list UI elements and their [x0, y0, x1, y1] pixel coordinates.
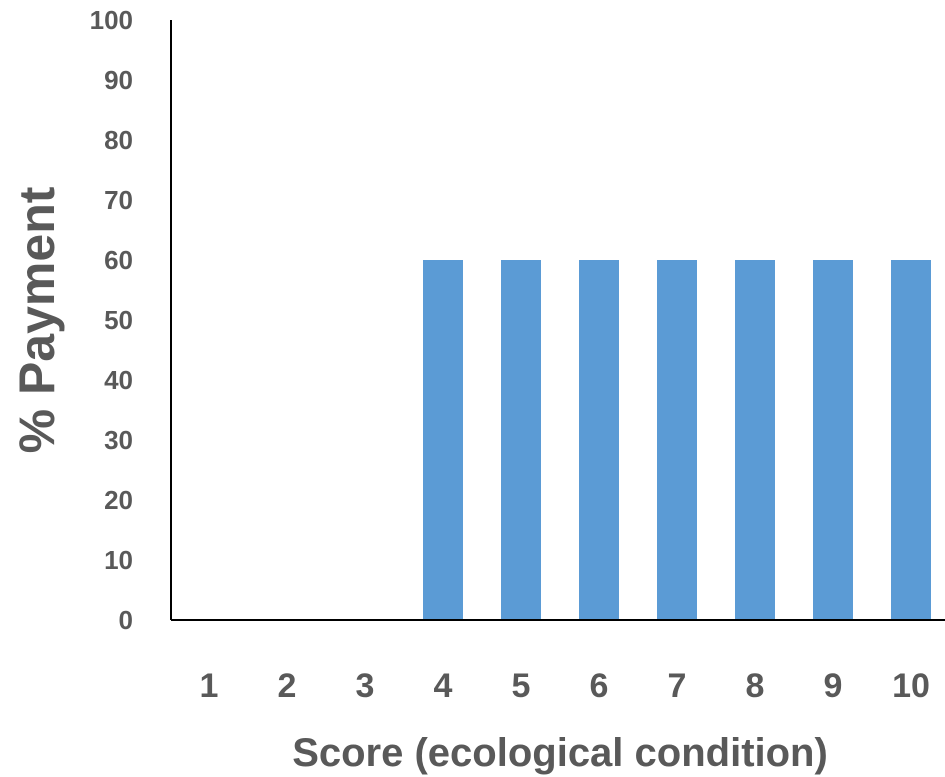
- x-tick-label: 5: [512, 667, 531, 705]
- y-tick-labels: 0 10 20 30 40 50 60 70 80 90 100: [90, 5, 133, 635]
- y-tick-label: 90: [104, 65, 133, 95]
- x-tick-label: 4: [434, 667, 453, 705]
- y-tick-label: 60: [104, 245, 133, 275]
- bars-group: [423, 260, 931, 620]
- x-tick-label: 2: [278, 667, 297, 705]
- x-tick-label: 7: [668, 667, 687, 705]
- y-tick-label: 100: [90, 5, 133, 35]
- x-tick-label: 9: [824, 667, 843, 705]
- y-tick-label: 0: [119, 605, 133, 635]
- x-tick-label: 10: [892, 667, 930, 705]
- y-tick-label: 40: [104, 365, 133, 395]
- bar-6: [579, 260, 619, 620]
- x-tick-label: 1: [200, 667, 219, 705]
- bar-9: [813, 260, 853, 620]
- y-axis-title: % Payment: [9, 186, 65, 453]
- x-axis-title: Score (ecological condition): [292, 731, 828, 775]
- y-tick-label: 20: [104, 485, 133, 515]
- y-tick-label: 80: [104, 125, 133, 155]
- y-tick-label: 10: [104, 545, 133, 575]
- bar-8: [735, 260, 775, 620]
- y-tick-label: 70: [104, 185, 133, 215]
- x-tick-label: 8: [746, 667, 765, 705]
- bar-7: [657, 260, 697, 620]
- bar-10: [891, 260, 931, 620]
- x-tick-labels: 1 2 3 4 5 6 7 8 9 10: [200, 667, 930, 705]
- x-tick-label: 3: [356, 667, 375, 705]
- y-tick-label: 50: [104, 305, 133, 335]
- bar-5: [501, 260, 541, 620]
- bar-4: [423, 260, 463, 620]
- x-tick-label: 6: [590, 667, 609, 705]
- y-tick-label: 30: [104, 425, 133, 455]
